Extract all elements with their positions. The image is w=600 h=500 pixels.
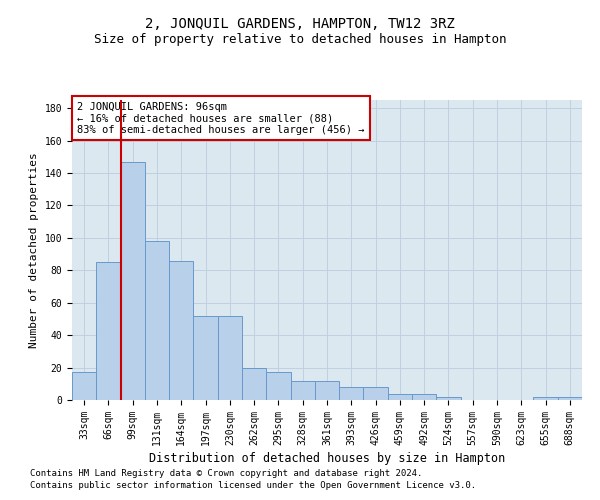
Bar: [72, 372, 96, 400]
Text: 2, JONQUIL GARDENS, HAMPTON, TW12 3RZ: 2, JONQUIL GARDENS, HAMPTON, TW12 3RZ: [145, 18, 455, 32]
Text: 2 JONQUIL GARDENS: 96sqm
← 16% of detached houses are smaller (88)
83% of semi-d: 2 JONQUIL GARDENS: 96sqm ← 16% of detach…: [77, 102, 365, 134]
Bar: [242, 368, 266, 400]
Bar: [364, 387, 388, 400]
Bar: [315, 380, 339, 400]
X-axis label: Distribution of detached houses by size in Hampton: Distribution of detached houses by size …: [149, 452, 505, 465]
Bar: [558, 397, 582, 400]
Bar: [121, 162, 145, 400]
Bar: [533, 397, 558, 400]
Bar: [290, 380, 315, 400]
Bar: [145, 241, 169, 400]
Text: Contains public sector information licensed under the Open Government Licence v3: Contains public sector information licen…: [30, 481, 476, 490]
Bar: [412, 394, 436, 400]
Bar: [266, 372, 290, 400]
Bar: [388, 394, 412, 400]
Bar: [339, 387, 364, 400]
Text: Size of property relative to detached houses in Hampton: Size of property relative to detached ho…: [94, 32, 506, 46]
Bar: [193, 316, 218, 400]
Bar: [218, 316, 242, 400]
Text: Contains HM Land Registry data © Crown copyright and database right 2024.: Contains HM Land Registry data © Crown c…: [30, 468, 422, 477]
Y-axis label: Number of detached properties: Number of detached properties: [29, 152, 39, 348]
Bar: [169, 260, 193, 400]
Bar: [96, 262, 121, 400]
Bar: [436, 397, 461, 400]
